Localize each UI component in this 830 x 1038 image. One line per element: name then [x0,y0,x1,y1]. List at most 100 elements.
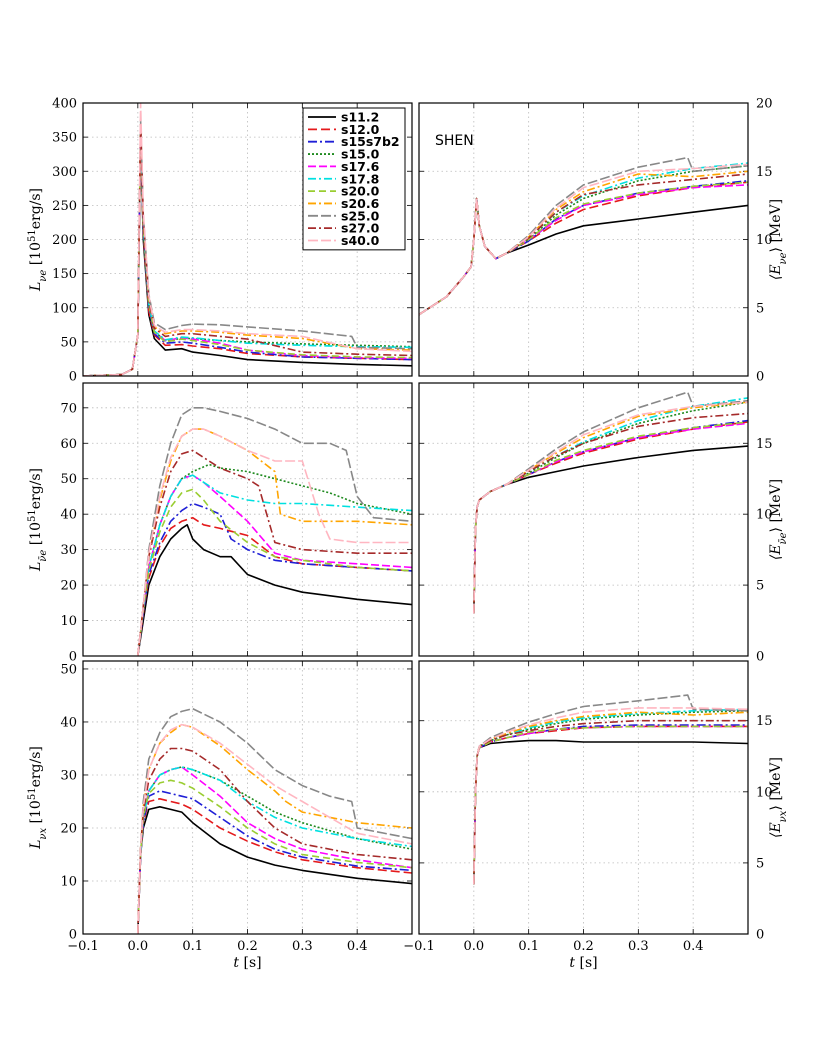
series-line-s15.0 [137,766,412,934]
series-line-s27.0 [419,173,748,316]
plot-frame [418,382,749,657]
series-group [137,707,412,934]
y-axis-label: Lνe [1051erg/s] [27,188,49,292]
legend-label: s15s7b2 [341,134,400,149]
panel-bottom-right: −0.1 0.0 0.1 0.2 0.3 0.4 0 5 10 15 ⟨Eνx⟩ [MeV] t [s… [403,660,789,971]
series-line-s25.0 [419,156,748,316]
panel-top-left: 0 50 100 150 200 250 300 350 400 Lνe [1051erg/s] s… [27,97,413,385]
series-line-s20.0 [419,181,748,316]
y-tick-label: 70 [60,401,77,416]
series-line-s15s7b2 [137,502,412,656]
panel-bottom-left: −0.1 0.0 0.1 0.2 0.3 0.4 0 10 20 30 40 50 Lνx [1051e… [27,660,413,971]
y-tick-label: 0 [756,650,764,665]
y-tick-label: 10 [756,785,773,800]
legend-label: s17.8 [341,171,379,186]
series-line-s17.8 [137,766,412,934]
x-tick-label: −0.1 [403,939,435,954]
series-group [473,391,748,614]
plot-frame [418,660,749,935]
series-group [137,406,412,656]
plot-frame [418,102,749,377]
x-tick-label: 0.2 [237,939,258,954]
y-tick-label: 20 [60,821,77,836]
y-tick-label: 15 [756,165,773,180]
y-tick-label: 400 [52,97,77,112]
series-line-s15s7b2 [473,724,748,885]
y-tick-label: 0 [69,928,77,943]
panel-middle-right: 0 5 10 15 ⟨Eν̄e⟩ [MeV] [418,382,789,665]
plot-frame [82,382,413,657]
y-tick-label: 0 [69,370,77,385]
x-tick-label: 0.0 [127,939,148,954]
y-tick-label: 60 [60,437,77,452]
series-line-s25.0 [137,406,412,656]
series-line-s11.2 [137,805,412,934]
y-tick-label: 50 [60,335,77,350]
y-tick-label: 5 [756,579,764,594]
x-tick-label: 0.2 [573,939,594,954]
series-line-s20.6 [473,711,748,885]
y-axis-label: ⟨Eνx⟩ [MeV] [768,757,789,838]
y-tick-label: 50 [60,662,77,677]
series-line-s17.8 [473,397,748,614]
x-tick-label: −0.1 [67,939,99,954]
series-line-s40.0 [137,723,412,934]
legend-label: s12.0 [341,122,380,137]
x-axis-label: t [s] [233,955,261,971]
legend-label: s17.6 [341,159,380,174]
series-group [473,694,748,885]
legend: s11.2s12.0s15s7b2s15.0s17.6s17.8s20.0s20… [302,107,406,251]
legend-label: s40.0 [341,233,380,248]
y-tick-label: 0 [69,650,77,665]
panel-top-right: 0 5 10 15 20 ⟨Eνe⟩ [MeV] SHEN [418,97,789,385]
legend-label: s11.2 [341,110,379,125]
series-line-s11.2 [473,445,748,614]
x-tick-label: 0.1 [182,939,203,954]
legend-label: s15.0 [341,147,380,162]
y-tick-label: 200 [52,233,77,248]
y-tick-label: 10 [60,614,77,629]
y-tick-label: 300 [52,165,77,180]
series-line-s25.0 [137,707,412,934]
series-line-s25.0 [473,694,748,885]
x-tick-label: 0.4 [347,939,368,954]
x-tick-label: 0.3 [628,939,649,954]
series-line-s27.0 [473,412,748,614]
y-tick-label: 350 [52,131,77,146]
series-line-s15s7b2 [83,129,412,376]
series-line-s27.0 [137,747,412,934]
y-tick-label: 40 [60,508,77,523]
y-axis-label: Lνx [1051erg/s] [27,746,49,850]
legend-label: s25.0 [341,208,380,223]
series-line-s11.2 [137,523,412,656]
y-tick-label: 20 [756,97,773,112]
y-axis-label: ⟨Eν̄e⟩ [MeV] [768,479,789,560]
y-tick-label: 5 [756,856,764,871]
y-tick-label: 10 [756,508,773,523]
series-line-s40.0 [137,428,412,656]
series-line-s40.0 [419,163,748,316]
series-line-s27.0 [137,449,412,656]
series-line-s17.6 [137,474,412,656]
x-axis-label: t [s] [569,955,597,971]
y-tick-label: 50 [60,472,77,487]
series-line-s12.0 [137,797,412,934]
y-tick-label: 30 [60,543,77,558]
series-line-s12.0 [137,516,412,656]
x-tick-label: 0.4 [683,939,704,954]
series-line-s20.6 [137,723,412,934]
y-tick-label: 150 [52,267,77,282]
y-tick-label: 30 [60,768,77,783]
y-axis-label: Lν̄e [1051erg/s] [27,468,49,572]
plot-frame [82,660,413,935]
series-line-s12.0 [473,725,748,885]
series-line-s17.6 [473,725,748,885]
series-line-s17.8 [137,474,412,656]
y-tick-label: 40 [60,715,77,730]
legend-label: s27.0 [341,221,380,236]
series-group [83,103,412,376]
y-tick-label: 0 [756,370,764,385]
series-line-s17.6 [137,766,412,934]
x-tick-label: 0.3 [292,939,313,954]
y-tick-label: 5 [756,301,764,316]
